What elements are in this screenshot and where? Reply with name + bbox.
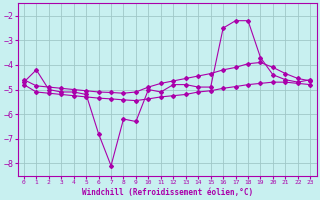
X-axis label: Windchill (Refroidissement éolien,°C): Windchill (Refroidissement éolien,°C) bbox=[82, 188, 253, 197]
